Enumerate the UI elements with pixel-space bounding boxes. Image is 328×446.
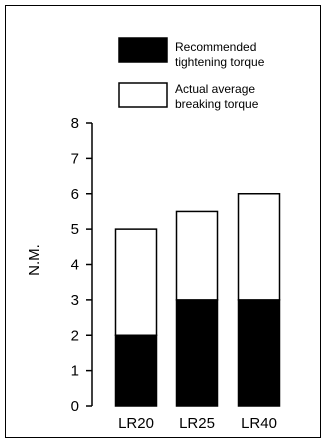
y-tick-label-7: 7: [71, 150, 79, 167]
bar-lr20-actual: [114, 228, 158, 336]
x-tick-label-lr40: LR40: [241, 415, 277, 432]
x-tick-label-lr25: LR25: [179, 415, 215, 432]
legend-label-recommended-line2: tightening torque: [175, 55, 265, 69]
y-ticks: 0 1 2 3 4 5 6 7 8: [71, 115, 92, 415]
chart-frame: Recommended tightening torque Actual ave…: [5, 5, 321, 438]
bar-lr25-actual: [175, 210, 219, 301]
x-tick-labels: LR20 LR25 LR40: [118, 415, 277, 432]
y-tick-label-3: 3: [71, 292, 79, 309]
legend-swatch-actual: [118, 82, 168, 108]
y-tick-label-4: 4: [71, 257, 79, 274]
y-tick-label-8: 8: [71, 115, 79, 132]
y-axis-label: N.M.: [26, 244, 43, 276]
y-tick-label-6: 6: [71, 186, 79, 203]
y-tick-label-1: 1: [71, 363, 79, 380]
bar-lr25-recommended: [175, 299, 219, 407]
bar-lr20-recommended: [114, 334, 158, 407]
y-tick-label-5: 5: [71, 221, 79, 238]
bar-lr40-actual: [237, 193, 281, 301]
legend-label-actual-line2: breaking torque: [175, 97, 259, 111]
legend-swatch-recommended: [118, 37, 168, 63]
bar-chart: Recommended tightening torque Actual ave…: [26, 37, 281, 432]
y-tick-label-0: 0: [71, 398, 79, 415]
y-tick-label-2: 2: [71, 327, 79, 344]
bars: [114, 193, 281, 407]
legend: Recommended tightening torque Actual ave…: [118, 37, 265, 111]
x-tick-label-lr20: LR20: [118, 415, 154, 432]
legend-label-recommended-line1: Recommended: [175, 40, 256, 54]
legend-label-actual-line1: Actual average: [175, 82, 255, 96]
bar-lr40-recommended: [237, 299, 281, 407]
